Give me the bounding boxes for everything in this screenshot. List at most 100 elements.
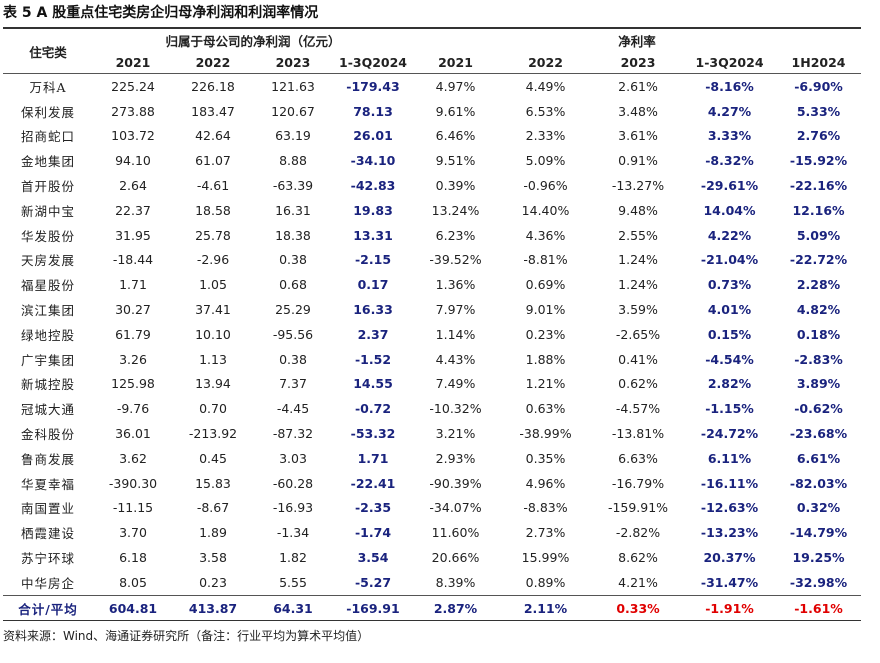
margin-cell: 11.60%: [431, 525, 480, 541]
margin-cell: 7.49%: [435, 376, 476, 392]
company-name: 滨江集团: [20, 303, 75, 319]
margin-cell: 4.43%: [435, 351, 476, 367]
company-name: 天房发展: [20, 253, 75, 269]
profit-cell: -0.72: [354, 401, 392, 417]
margin-cell: 14.40%: [521, 202, 570, 218]
margin-cell: 5.09%: [796, 227, 841, 243]
margin-cell: -22.16%: [789, 178, 848, 194]
margin-cell: 2.93%: [435, 450, 476, 466]
header-margin-year: 1H2024: [776, 51, 862, 74]
profit-cell: -87.32: [272, 426, 314, 442]
margin-cell: 6.11%: [707, 450, 752, 466]
profit-cell: 2.64: [119, 178, 147, 194]
margin-cell: -29.61%: [700, 178, 759, 194]
margin-cell: 4.21%: [618, 574, 658, 590]
profit-cell: 3.03: [279, 450, 307, 466]
table-row: 冠城大通 -9.76 0.70 -4.45 -0.72 -10.32% 0.63% -4.57…: [3, 396, 861, 421]
table-row: 苏宁环球 6.18 3.58 1.82 3.54 20.66% 15.99% 8.62% 20.…: [3, 545, 861, 570]
profit-cell: 0.38: [279, 252, 307, 268]
profit-cell: -34.10: [350, 153, 396, 169]
profit-cell: 0.17: [357, 277, 389, 293]
table-row: 金地集团 94.10 61.07 8.88 -34.10 9.51% 5.09% 0.91% -…: [3, 148, 861, 173]
margin-cell: 1.36%: [435, 277, 476, 293]
margin-cell: -14.79%: [789, 525, 848, 541]
margin-cell: 4.22%: [707, 227, 752, 243]
margin-cell: 9.51%: [435, 153, 476, 169]
margin-cell: 8.39%: [435, 574, 476, 590]
profit-cell: 273.88: [111, 103, 155, 119]
profit-cell: 3.26: [119, 351, 147, 367]
header-margin-year: 1-3Q2024: [683, 51, 777, 74]
profit-cell: 0.70: [199, 401, 227, 417]
profit-cell: -4.61: [196, 178, 230, 194]
margin-cell: 1.21%: [525, 376, 566, 392]
profit-cell: -22.41: [350, 475, 396, 491]
margin-cell: 0.15%: [707, 326, 752, 342]
profit-cell: 13.31: [353, 227, 393, 243]
header-profit-year: 2023: [253, 51, 333, 74]
table-row: 南国置业 -11.15 -8.67 -16.93 -2.35 -34.07% -8.83% -…: [3, 496, 861, 521]
margin-cell: 0.32%: [796, 500, 841, 516]
profit-cell: 413.87: [173, 594, 253, 621]
margin-cell: -22.72%: [789, 252, 848, 268]
header-corner: 住宅类: [3, 29, 93, 74]
profit-cell: -9.76: [116, 401, 150, 417]
profit-cell: 18.38: [275, 227, 311, 243]
table-row: 首开股份 2.64 -4.61 -63.39 -42.83 0.39% -0.96% -13.…: [3, 173, 861, 198]
company-name: 万科A: [29, 79, 67, 95]
profit-cell: 16.31: [275, 202, 311, 218]
margin-cell: -38.99%: [519, 426, 572, 442]
table-row: 新城控股 125.98 13.94 7.37 14.55 7.49% 1.21% 0.62% 2…: [3, 372, 861, 397]
company-name: 金地集团: [20, 154, 75, 170]
profit-cell: -179.43: [346, 78, 400, 94]
company-name: 南国置业: [20, 501, 75, 517]
margin-cell: 4.49%: [525, 78, 566, 94]
margin-cell: 0.41%: [618, 351, 658, 367]
profit-cell: -42.83: [350, 178, 396, 194]
header-margin-year: 2022: [498, 51, 594, 74]
profit-cell: -5.27: [354, 574, 392, 590]
margin-cell: -31.47%: [700, 574, 759, 590]
margin-cell: 2.87%: [413, 594, 499, 621]
margin-cell: 0.35%: [525, 450, 566, 466]
profit-cell: 14.55: [353, 376, 393, 392]
company-name: 绿地控股: [20, 327, 75, 343]
profit-cell: 3.62: [119, 450, 147, 466]
profit-cell: 13.94: [195, 376, 231, 392]
profit-cell: 30.27: [115, 302, 151, 318]
margin-cell: 3.33%: [707, 128, 752, 144]
profit-cell: 25.78: [195, 227, 231, 243]
header-profit-year: 2022: [173, 51, 253, 74]
profit-cell: -53.32: [350, 426, 396, 442]
margin-cell: 0.63%: [525, 401, 566, 417]
margin-cell: 3.48%: [618, 103, 658, 119]
margin-cell: -1.91%: [683, 594, 777, 621]
company-name: 新城控股: [20, 377, 75, 393]
table-row: 滨江集团 30.27 37.41 25.29 16.33 7.97% 9.01% 3.59% 4…: [3, 297, 861, 322]
profit-cell: 121.63: [271, 78, 315, 94]
company-name: 新湖中宝: [20, 203, 75, 219]
margin-cell: 6.23%: [435, 227, 476, 243]
table-row: 新湖中宝 22.37 18.58 16.31 19.83 13.24% 14.40% 9.48…: [3, 198, 861, 223]
margin-cell: 3.59%: [618, 302, 658, 318]
margin-cell: -13.23%: [700, 525, 759, 541]
margin-cell: -8.16%: [705, 78, 754, 94]
margin-cell: 14.04%: [703, 202, 756, 218]
company-name: 招商蛇口: [20, 129, 75, 145]
margin-cell: -82.03%: [789, 475, 848, 491]
margin-cell: 19.25%: [792, 550, 845, 566]
margin-cell: 9.48%: [618, 202, 658, 218]
profit-cell: 10.10: [195, 326, 231, 342]
company-name: 福星股份: [20, 278, 75, 294]
table-row: 金科股份 36.01 -213.92 -87.32 -53.32 3.21% -38.99%…: [3, 421, 861, 446]
margin-cell: 0.62%: [618, 376, 658, 392]
profit-cell: 22.37: [115, 202, 151, 218]
margin-cell: -2.83%: [794, 351, 843, 367]
table-body: 万科A 225.24 226.18 121.63 -179.43 4.97% 4.49% 2.…: [3, 74, 862, 621]
margin-cell: -2.65%: [615, 326, 661, 342]
company-name: 栖霞建设: [20, 526, 75, 542]
margin-cell: 1.88%: [525, 351, 566, 367]
top-rule: [3, 27, 861, 29]
margin-cell: -4.54%: [705, 351, 754, 367]
profit-cell: -1.52: [354, 351, 392, 367]
